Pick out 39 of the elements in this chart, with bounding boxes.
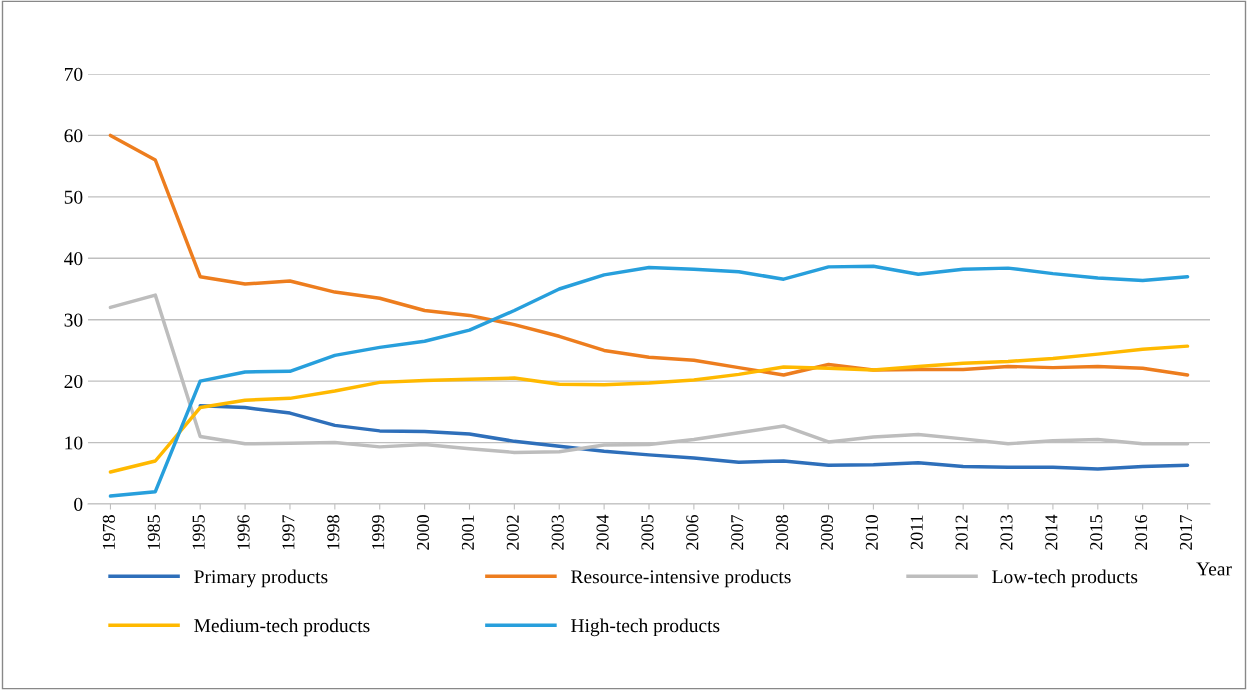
y-tick-label: 20 [64,374,83,389]
x-tick-label: 2000 [416,515,430,550]
y-tick-label: 70 [64,67,83,81]
x-tick-label: 1997 [282,514,295,549]
x-tick-label: 2009 [820,515,834,550]
x-tick-label: 2012 [955,515,968,550]
x-tick-label: 2016 [1135,514,1148,550]
x-tick-label: 2001 [461,515,474,550]
x-tick-label: 1985 [147,515,160,549]
legend-label: High-tech products [571,618,720,637]
y-tick-label: 40 [64,252,83,266]
x-tick-label: 2010 [865,515,878,550]
x-tick-label: 1998 [327,515,340,549]
x-tick-label: 2005 [641,515,654,550]
x-tick-label: 2006 [686,514,699,550]
x-tick-label: 2007 [731,514,744,550]
x-tick-label: 2004 [596,514,609,550]
x-tick-label: 1999 [372,515,385,549]
x-tick-label: 2014 [1045,514,1058,550]
legend-label: Medium-tech products [194,618,370,637]
legend-label: Resource-intensive products [571,569,791,588]
y-tick-label: 50 [64,190,83,204]
y-tick-label: 60 [64,129,83,143]
x-tick-label: 1996 [237,514,250,549]
legend-label: Primary products [194,569,328,588]
x-tick-label: 2011 [910,515,923,550]
x-tick-label: 1995 [192,515,205,549]
x-tick-label: 2002 [506,515,519,550]
x-tick-label: 2015 [1090,515,1103,550]
y-tick-label: 0 [74,497,83,511]
x-tick-label: 2017 [1179,514,1193,550]
x-tick-label: 2003 [551,515,564,550]
x-tick-label: 2013 [1000,515,1013,550]
x-tick-label: 2008 [775,515,789,550]
legend-label: Low-tech products [992,569,1138,588]
y-tick-label: 30 [64,313,83,327]
y-tick-label: 10 [65,436,83,450]
x-tick-label: 1978 [102,515,115,549]
x-axis-title: Year [1196,562,1232,576]
